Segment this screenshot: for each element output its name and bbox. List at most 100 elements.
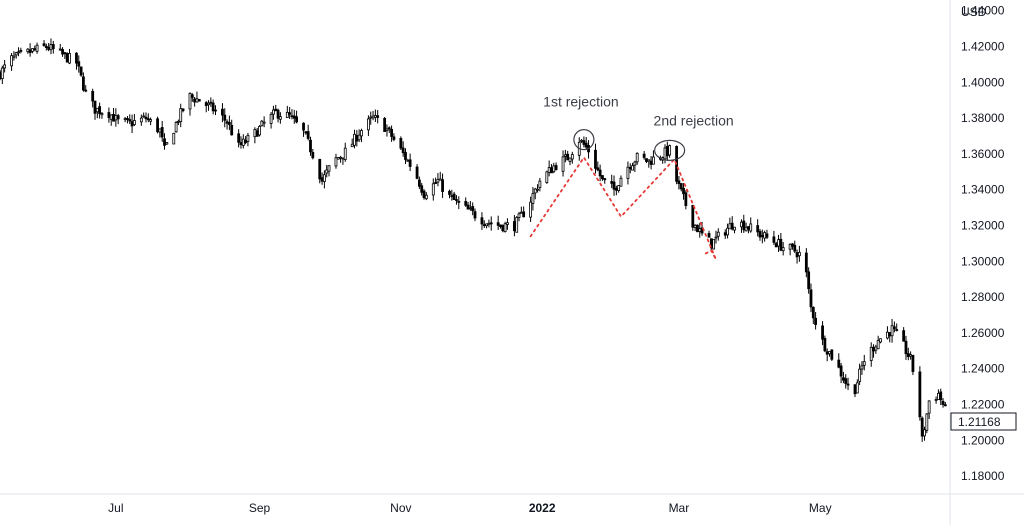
candle-body: [684, 192, 688, 206]
candle-body: [647, 159, 651, 162]
candle-body: [904, 340, 908, 355]
candle-body: [431, 183, 435, 196]
candle-body: [387, 127, 391, 130]
candle-body: [547, 167, 551, 173]
candle-body: [531, 193, 535, 204]
candle-body: [797, 252, 801, 257]
candle-body: [749, 223, 753, 232]
candle-body: [436, 179, 440, 183]
y-tick-label: 1.22000: [961, 398, 1005, 412]
candle-body: [174, 121, 178, 133]
candle-body: [892, 326, 896, 330]
candle-body: [163, 138, 166, 146]
candle-body: [262, 121, 266, 124]
candle-body: [28, 49, 32, 54]
candle-body: [554, 165, 558, 171]
candle-body: [842, 377, 845, 381]
y-tick-label: 1.42000: [961, 40, 1005, 54]
candle-body: [239, 142, 243, 145]
candle-body: [501, 224, 505, 231]
candle-body: [519, 211, 523, 214]
candle-body: [227, 121, 231, 125]
candle-body: [886, 331, 889, 339]
candle-body: [404, 151, 407, 160]
candle-body: [536, 188, 539, 191]
candle-body: [823, 338, 827, 352]
y-tick-label: 1.34000: [961, 183, 1005, 197]
candle-body: [401, 147, 405, 154]
candle-body: [450, 195, 454, 198]
candle-body: [357, 134, 361, 141]
candle-body: [144, 116, 148, 120]
candle-body: [276, 109, 280, 119]
candle-body: [107, 112, 111, 118]
candle-body: [422, 190, 426, 199]
candle-body: [237, 133, 241, 143]
candle-body: [10, 55, 13, 67]
candle-body: [17, 51, 20, 54]
candle-body: [846, 383, 850, 386]
y-tick-label: 1.36000: [961, 147, 1005, 161]
candle-body: [529, 201, 533, 218]
candle-body: [292, 115, 296, 119]
candle-body: [603, 178, 607, 181]
candle-body: [304, 131, 308, 134]
candle-body: [598, 169, 602, 177]
candle-body: [828, 351, 831, 355]
candle-body: [360, 130, 363, 137]
candle-body: [594, 149, 597, 169]
candle-body: [320, 177, 324, 182]
price-axis[interactable]: 1.18000 1.20000 1.22000 1.24000 1.26000 1.280…: [961, 4, 1005, 483]
candle-body: [406, 159, 410, 162]
candle-body: [455, 199, 458, 201]
candle-body: [918, 371, 922, 418]
candle-body: [723, 232, 727, 236]
double-top-dotted-line: [529, 155, 717, 260]
candle-body: [420, 185, 424, 193]
candle-body: [876, 340, 880, 350]
candle-body: [26, 48, 30, 53]
candle-body: [584, 142, 588, 148]
candle-body: [853, 384, 857, 395]
candle-body: [714, 236, 718, 239]
candle-body: [471, 206, 475, 212]
candle-body: [367, 118, 370, 131]
candle-body: [408, 159, 412, 167]
candle-body: [285, 111, 289, 118]
x-tick-label: Mar: [669, 501, 690, 515]
candle-body: [758, 231, 762, 238]
candle-body: [288, 112, 292, 115]
candle-body: [172, 132, 176, 145]
candle-body: [774, 243, 778, 248]
candle-body: [468, 207, 472, 210]
candle-body: [399, 138, 403, 149]
candle-body: [668, 145, 672, 156]
time-axis[interactable]: Jul Sep Nov 2022 Mar May: [108, 501, 831, 515]
candle-body: [318, 159, 322, 180]
candle-body: [63, 52, 67, 55]
candle-body: [807, 271, 811, 290]
candle-body: [939, 391, 943, 401]
candle-body: [12, 55, 16, 58]
candle-body: [626, 166, 630, 179]
candle-body: [649, 160, 653, 165]
candle-body: [160, 127, 164, 138]
candle-body: [260, 120, 264, 127]
candle-body: [306, 131, 310, 139]
candle-body: [772, 236, 776, 243]
candle-body: [278, 116, 282, 120]
candle-body: [698, 228, 702, 232]
candle-body: [568, 157, 572, 162]
candle-body: [765, 233, 769, 238]
x-tick-label: Sep: [249, 501, 271, 515]
candle-body: [756, 225, 760, 233]
candle-body: [506, 222, 509, 225]
candle-body: [515, 217, 519, 233]
candle-body: [580, 139, 583, 142]
candle-body: [424, 194, 428, 200]
candle-body: [146, 118, 150, 121]
y-tick-label: 1.18000: [961, 469, 1005, 483]
candle-body: [0, 67, 4, 80]
